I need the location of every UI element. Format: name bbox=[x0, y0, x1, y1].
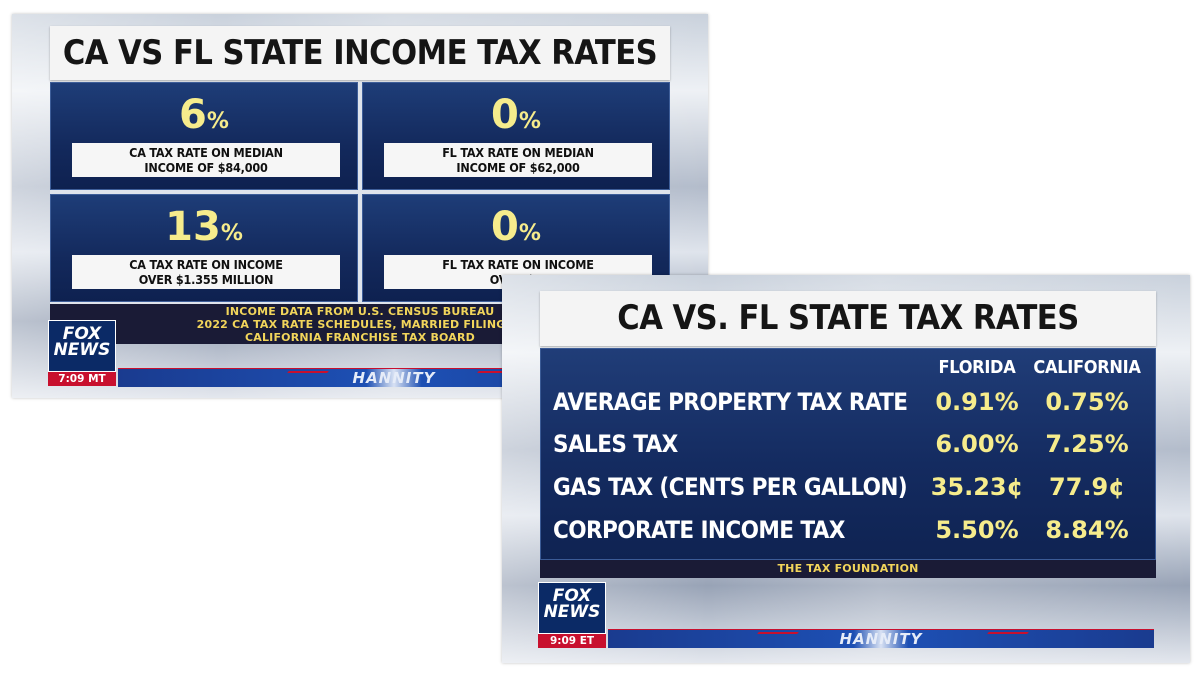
california-value: 8.84% bbox=[1045, 516, 1129, 544]
table-row: AVERAGE PROPERTY TAX RATE 0.91% 0.75% bbox=[541, 381, 1155, 423]
table-row: GAS TAX (CENTS PER GALLON) 35.23¢ 77.9¢ bbox=[541, 466, 1155, 508]
column-header-florida: FLORIDA bbox=[938, 357, 1016, 378]
rate-value: 0% bbox=[491, 92, 541, 138]
fox-news-logo: FOX NEWS bbox=[538, 582, 606, 634]
rate-caption: CA TAX RATE ON MEDIAN INCOME OF $84,000 bbox=[72, 143, 340, 177]
show-name: HANNITY bbox=[839, 630, 923, 648]
column-header-california: CALIFORNIA bbox=[1033, 357, 1141, 378]
table-row: CORPORATE INCOME TAX 5.50% 8.84% bbox=[541, 509, 1155, 551]
row-label: SALES TAX bbox=[553, 430, 678, 458]
table-row: SALES TAX 6.00% 7.25% bbox=[541, 423, 1155, 465]
graphic-title: CA VS FL STATE INCOME TAX RATES bbox=[50, 26, 670, 80]
rate-caption: FL TAX RATE ON MEDIAN INCOME OF $62,000 bbox=[384, 143, 652, 177]
florida-value: 6.00% bbox=[935, 430, 1019, 458]
graphic-title: CA VS. FL STATE TAX RATES bbox=[540, 291, 1156, 346]
state-tax-graphic: CA VS. FL STATE TAX RATES FLORIDA CALIFO… bbox=[502, 275, 1190, 663]
rate-value: 0% bbox=[491, 204, 541, 250]
california-value: 0.75% bbox=[1045, 388, 1129, 416]
clock-badge: 9:09 ET bbox=[538, 634, 606, 648]
rate-cell-ca-median: 6% CA TAX RATE ON MEDIAN INCOME OF $84,0… bbox=[50, 82, 358, 190]
row-label: AVERAGE PROPERTY TAX RATE bbox=[553, 388, 908, 416]
rate-grid: 6% CA TAX RATE ON MEDIAN INCOME OF $84,0… bbox=[50, 82, 670, 344]
rate-cell-ca-high: 13% CA TAX RATE ON INCOME OVER $1.355 MI… bbox=[50, 194, 358, 302]
rate-cell-fl-median: 0% FL TAX RATE ON MEDIAN INCOME OF $62,0… bbox=[362, 82, 670, 190]
source-note: THE TAX FOUNDATION bbox=[540, 560, 1156, 578]
show-name: HANNITY bbox=[352, 369, 436, 387]
rate-value: 6% bbox=[179, 92, 229, 138]
row-label: GAS TAX (CENTS PER GALLON) bbox=[553, 473, 908, 501]
fox-news-logo: FOX NEWS bbox=[48, 320, 116, 372]
show-banner: HANNITY bbox=[608, 629, 1154, 648]
florida-value: 0.91% bbox=[935, 388, 1019, 416]
row-label: CORPORATE INCOME TAX bbox=[553, 516, 845, 544]
florida-value: 5.50% bbox=[935, 516, 1019, 544]
california-value: 77.9¢ bbox=[1049, 473, 1125, 501]
clock-badge: 7:09 MT bbox=[48, 372, 116, 386]
florida-value: 35.23¢ bbox=[930, 473, 1024, 501]
tax-table: FLORIDA CALIFORNIA AVERAGE PROPERTY TAX … bbox=[540, 348, 1156, 560]
rate-value: 13% bbox=[165, 204, 243, 250]
income-tax-graphic: CA VS FL STATE INCOME TAX RATES 6% CA TA… bbox=[12, 14, 708, 398]
california-value: 7.25% bbox=[1045, 430, 1129, 458]
rate-caption: CA TAX RATE ON INCOME OVER $1.355 MILLIO… bbox=[72, 255, 340, 289]
